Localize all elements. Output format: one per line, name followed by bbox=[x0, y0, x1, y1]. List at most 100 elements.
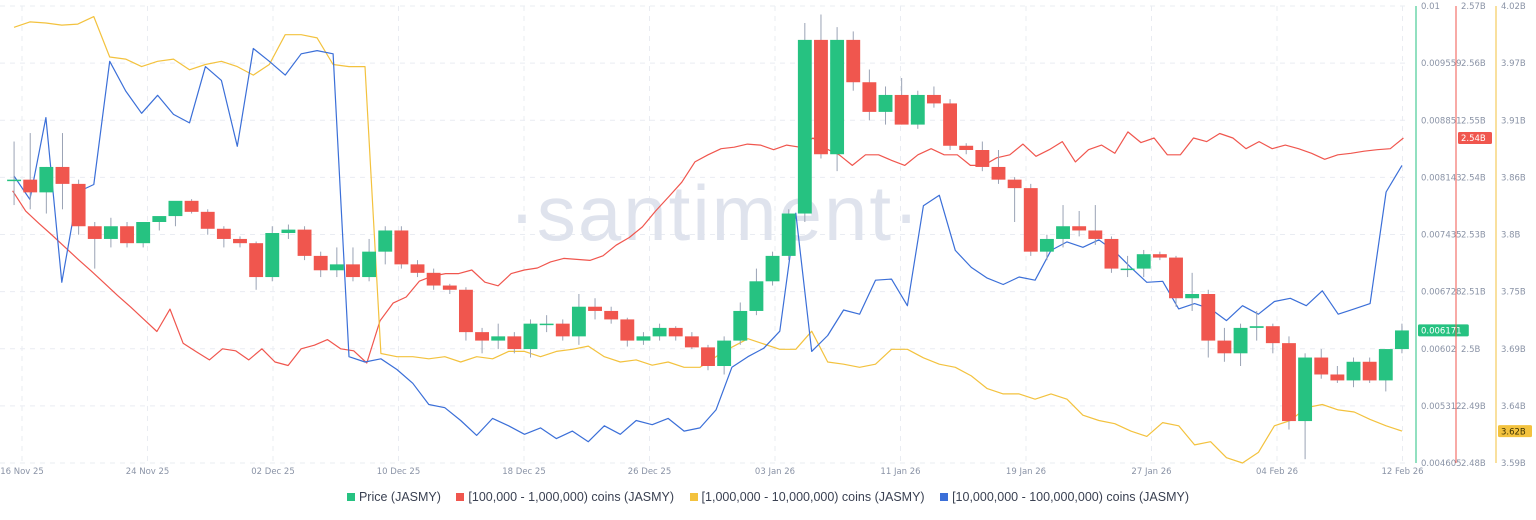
candle-body bbox=[458, 289, 473, 333]
legend-swatch bbox=[346, 493, 355, 501]
candle-body bbox=[797, 39, 812, 214]
candle-body bbox=[394, 230, 409, 265]
x-tick-label: 03 Jan 26 bbox=[755, 467, 795, 477]
candle-body bbox=[55, 166, 70, 184]
candle-body bbox=[1169, 257, 1183, 299]
y-tick-label: 3.75B bbox=[1501, 288, 1526, 298]
legend-item-1m[interactable]: [1,000,000 - 10,000,000) coins (JASMY) bbox=[689, 490, 925, 504]
legend-label: Price (JASMY) bbox=[358, 490, 441, 504]
current-value-badge bbox=[1458, 132, 1492, 145]
legend: Price (JASMY) [100,000 - 1,000,000) coin… bbox=[0, 490, 1536, 504]
candle-body bbox=[1072, 226, 1087, 231]
chart-grid bbox=[0, 5, 1410, 464]
legend-label: [100,000 - 1,000,000) coins (JASMY) bbox=[468, 490, 675, 504]
candle-body bbox=[1120, 268, 1135, 271]
candle-body bbox=[781, 213, 796, 256]
candle-body bbox=[1330, 374, 1345, 381]
legend-item-100k[interactable]: [100,000 - 1,000,000) coins (JASMY) bbox=[456, 490, 674, 504]
x-tick-label: 02 Dec 25 bbox=[251, 467, 294, 477]
candle-body bbox=[1346, 361, 1361, 381]
x-tick-label: 19 Jan 26 bbox=[1006, 467, 1046, 477]
candle-body bbox=[23, 179, 38, 193]
x-tick-label: 27 Jan 26 bbox=[1131, 467, 1171, 477]
y-tick-label: 2.48B bbox=[1461, 459, 1486, 469]
candle-body bbox=[555, 323, 570, 337]
candle-body bbox=[216, 228, 231, 239]
legend-item-10m[interactable]: [10,000,000 - 100,000,000) coins (JASMY) bbox=[940, 490, 1189, 504]
candle-body bbox=[329, 264, 344, 271]
y-tick-label: 0.008143 bbox=[1421, 173, 1462, 183]
candle-body bbox=[507, 336, 522, 350]
candle-body bbox=[346, 264, 360, 278]
candle-body bbox=[668, 327, 683, 337]
current-value-label: 3.62B bbox=[1501, 427, 1526, 437]
candle-body bbox=[943, 103, 958, 146]
current-value-label: 0.006171 bbox=[1421, 327, 1462, 337]
candle-body bbox=[1023, 188, 1038, 252]
candle-body bbox=[975, 150, 990, 167]
candle-body bbox=[1104, 238, 1119, 269]
y-axes: 0.01 0.009559 0.008851 0.008143 0.007435 0.00… bbox=[1415, 2, 1532, 469]
x-tick-label: 10 Dec 25 bbox=[377, 467, 420, 477]
candle-body bbox=[120, 226, 134, 244]
candle-body bbox=[426, 272, 441, 286]
x-tick-label: 04 Feb 26 bbox=[1256, 467, 1298, 477]
x-tick-label: 18 Dec 25 bbox=[502, 467, 545, 477]
y-tick-label: 2.49B bbox=[1461, 402, 1486, 412]
candle-body bbox=[7, 179, 22, 182]
candle-body bbox=[378, 230, 393, 252]
candle-body bbox=[1282, 343, 1296, 422]
candle-body bbox=[588, 306, 602, 311]
series-line bbox=[12, 131, 1404, 367]
candle-body bbox=[297, 229, 312, 256]
candle-body bbox=[184, 200, 199, 212]
candle-body bbox=[1362, 361, 1377, 381]
y-tick-label: 4.02B bbox=[1501, 2, 1526, 12]
candle-body bbox=[233, 238, 247, 244]
legend-label: [1,000,000 - 10,000,000) coins (JASMY) bbox=[701, 490, 925, 504]
y-tick-label: 0.008851 bbox=[1421, 116, 1462, 126]
candle-body bbox=[1233, 327, 1248, 354]
x-tick-label: 26 Dec 25 bbox=[628, 467, 671, 477]
candle-body bbox=[491, 336, 506, 341]
y-tick-label: 2.56B bbox=[1461, 59, 1486, 69]
y-tick-label: 3.86B bbox=[1501, 173, 1526, 183]
y-tick-label: 0.00602 bbox=[1421, 345, 1456, 355]
candle-body bbox=[1007, 179, 1022, 189]
y-tick-label: 3.8B bbox=[1501, 231, 1521, 241]
candle-body bbox=[265, 233, 280, 278]
candle-body bbox=[636, 336, 651, 341]
candle-body bbox=[281, 229, 296, 234]
candle-body bbox=[1298, 357, 1313, 422]
candle-body bbox=[652, 327, 667, 337]
candle-body bbox=[168, 200, 183, 217]
candle-body bbox=[604, 310, 619, 320]
price-candles bbox=[7, 14, 1409, 460]
candle-body bbox=[814, 39, 828, 155]
y-tick-label: 2.55B bbox=[1461, 116, 1486, 126]
y-tick-label: 2.57B bbox=[1461, 2, 1486, 12]
candle-body bbox=[862, 82, 877, 112]
candle-body bbox=[571, 306, 586, 337]
y-tick-label: 2.5B bbox=[1461, 345, 1481, 355]
candle-body bbox=[1136, 254, 1151, 269]
candle-body bbox=[1152, 254, 1167, 258]
y-tick-label: 0.006728 bbox=[1421, 288, 1462, 298]
candle-body bbox=[894, 94, 909, 125]
candle-body bbox=[733, 310, 748, 341]
candle-body bbox=[830, 39, 845, 155]
legend-swatch bbox=[456, 493, 465, 501]
candle-body bbox=[765, 255, 780, 282]
y-tick-label: 3.59B bbox=[1501, 459, 1526, 469]
y-tick-label: 0.005312 bbox=[1421, 402, 1462, 412]
legend-item-price[interactable]: Price (JASMY) bbox=[346, 490, 441, 504]
candle-body bbox=[103, 226, 118, 239]
candle-body bbox=[878, 94, 893, 112]
candle-body bbox=[39, 166, 54, 193]
candle-body bbox=[684, 336, 699, 348]
y-tick-label: 0.007435 bbox=[1421, 231, 1462, 241]
candle-body bbox=[701, 347, 715, 367]
legend-swatch bbox=[689, 493, 698, 501]
chart-canvas: ·santiment· 0.01 0.009559 0.008851 0.008143… bbox=[0, 2, 1532, 477]
candle-body bbox=[87, 226, 102, 239]
